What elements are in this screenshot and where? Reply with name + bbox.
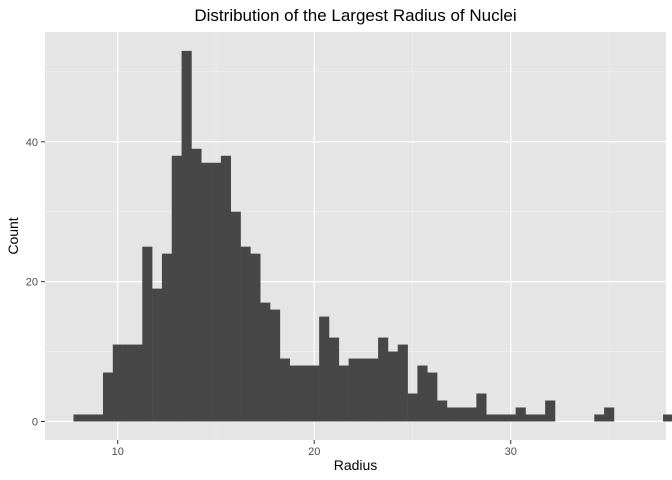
histogram-bar xyxy=(191,148,202,422)
histogram-bar xyxy=(407,393,418,422)
histogram-bars xyxy=(73,50,672,422)
histogram-bar xyxy=(525,414,536,422)
x-tick-label: 20 xyxy=(308,446,320,458)
chart-title: Distribution of the Largest Radius of Nu… xyxy=(194,6,516,25)
histogram-bar xyxy=(201,162,212,422)
histogram-bar xyxy=(456,407,467,422)
x-axis-title: Radius xyxy=(334,457,378,473)
histogram-bar xyxy=(142,246,153,422)
histogram-bar xyxy=(496,414,507,422)
histogram-bar xyxy=(220,155,232,422)
histogram-bar xyxy=(427,372,438,422)
histogram-bar xyxy=(73,414,84,422)
histogram-bar xyxy=(299,365,310,422)
y-tick-label: 20 xyxy=(26,277,38,289)
histogram-bar xyxy=(466,407,477,422)
histogram-bar xyxy=(230,211,241,422)
histogram-bar xyxy=(378,337,389,422)
histogram-bar xyxy=(545,400,556,422)
histogram-bar xyxy=(132,344,143,422)
histogram-bar xyxy=(102,372,114,422)
histogram-bar xyxy=(181,50,192,422)
y-axis-title: Count xyxy=(5,217,21,254)
histogram-bar xyxy=(240,246,251,422)
histogram-bar xyxy=(319,316,330,422)
y-axis-ticks: 0 20 40 xyxy=(26,137,45,428)
histogram-bar xyxy=(397,344,408,422)
histogram-bar xyxy=(270,309,281,422)
histogram-bar xyxy=(211,162,222,422)
histogram-bar xyxy=(122,344,133,422)
x-axis-ticks: 10 20 30 xyxy=(112,440,517,458)
histogram-bar xyxy=(663,414,672,422)
histogram-bar xyxy=(161,253,173,422)
histogram-bar xyxy=(535,414,546,422)
histogram-bar xyxy=(446,407,458,422)
histogram-bar xyxy=(289,365,300,422)
histogram-bar xyxy=(387,351,399,422)
y-tick-label: 0 xyxy=(32,416,38,428)
histogram-bar xyxy=(604,407,615,422)
histogram-bar xyxy=(476,393,487,422)
histogram-bar xyxy=(505,414,516,422)
y-tick-label: 40 xyxy=(26,137,38,149)
histogram-bar xyxy=(171,155,182,422)
histogram-bar xyxy=(348,358,359,422)
histogram-bar xyxy=(279,358,290,422)
x-tick-label: 30 xyxy=(505,446,517,458)
histogram-bar xyxy=(250,253,261,422)
histogram-bar xyxy=(368,358,379,422)
histogram-bar xyxy=(83,414,94,422)
histogram-bar xyxy=(338,365,349,422)
histogram-bar xyxy=(515,407,526,422)
histogram-bar xyxy=(417,365,428,422)
histogram-bar xyxy=(152,288,163,422)
histogram-bar xyxy=(486,414,497,422)
histogram-bar xyxy=(328,337,340,422)
histogram-bar xyxy=(112,344,123,422)
histogram-bar xyxy=(93,414,104,422)
histogram-bar xyxy=(594,414,605,422)
x-tick-label: 10 xyxy=(112,446,124,458)
histogram-bar xyxy=(260,302,271,422)
histogram-bar xyxy=(358,358,369,422)
histogram-bar xyxy=(309,365,320,422)
histogram-bar xyxy=(437,400,448,422)
